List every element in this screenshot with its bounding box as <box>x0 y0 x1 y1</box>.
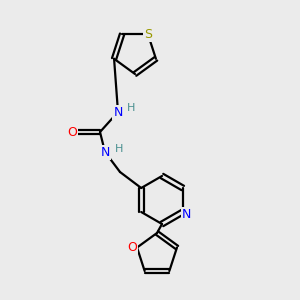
Text: N: N <box>113 106 123 118</box>
Text: S: S <box>144 28 152 41</box>
Text: N: N <box>100 146 110 158</box>
Text: H: H <box>127 103 135 113</box>
Text: O: O <box>67 125 77 139</box>
Text: H: H <box>115 144 123 154</box>
Text: N: N <box>182 208 191 220</box>
Text: O: O <box>127 241 137 254</box>
